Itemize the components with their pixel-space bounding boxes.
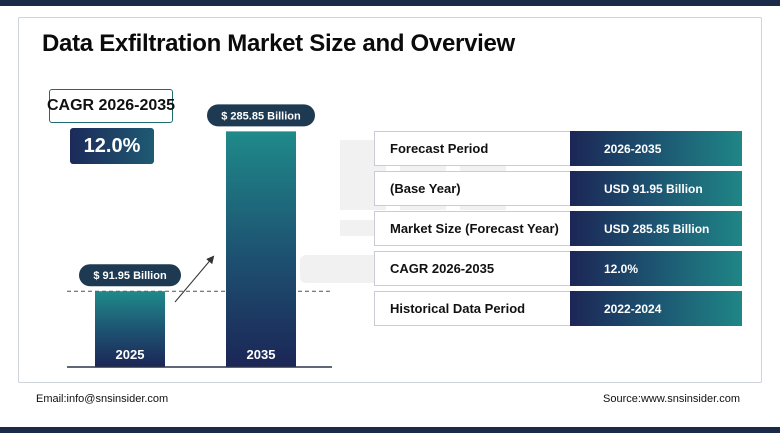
table-row-value: USD 91.95 Billion (570, 171, 742, 206)
data-label: $ 285.85 Billion (221, 110, 301, 122)
table-row: CAGR 2026-2035 12.0% (374, 251, 742, 286)
footer-source[interactable]: Source:www.snsinsider.com (603, 393, 740, 405)
table-row: Forecast Period 2026-2035 (374, 131, 742, 166)
table-row-label: (Base Year) (374, 171, 570, 206)
table-row: Market Size (Forecast Year) USD 285.85 B… (374, 211, 742, 246)
table-row-label: Historical Data Period (374, 291, 570, 326)
table-row-value: 2022-2024 (570, 291, 742, 326)
trend-arrow (174, 255, 215, 303)
page-title: Data Exfiltration Market Size and Overvi… (42, 30, 515, 57)
table-row-label: Forecast Period (374, 131, 570, 166)
table-row: Historical Data Period 2022-2024 (374, 291, 742, 326)
data-label-pill (207, 104, 315, 127)
table-row-value: USD 285.85 Billion (570, 211, 742, 246)
data-label: $ 91.95 Billion (93, 270, 167, 282)
bar-2035 (226, 131, 296, 367)
table-row-label: CAGR 2026-2035 (374, 251, 570, 286)
table-row-value: 12.0% (570, 251, 742, 286)
table-row: (Base Year) USD 91.95 Billion (374, 171, 742, 206)
cagr-value: 12.0% (70, 128, 154, 164)
table-row-label: Market Size (Forecast Year) (374, 211, 570, 246)
summary-table: Forecast Period 2026-2035 (Base Year) US… (374, 131, 742, 331)
cagr-label: CAGR 2026-2035 (47, 89, 175, 123)
data-label-pill (79, 264, 181, 287)
bottom-border-bar (0, 427, 780, 433)
table-row-value: 2026-2035 (570, 131, 742, 166)
bar-2025 (95, 291, 165, 367)
x-tick-label: 2035 (247, 347, 276, 362)
top-border-bar (0, 0, 780, 6)
x-tick-label: 2025 (116, 347, 145, 362)
footer-email[interactable]: Email:info@snsinsider.com (36, 393, 169, 405)
